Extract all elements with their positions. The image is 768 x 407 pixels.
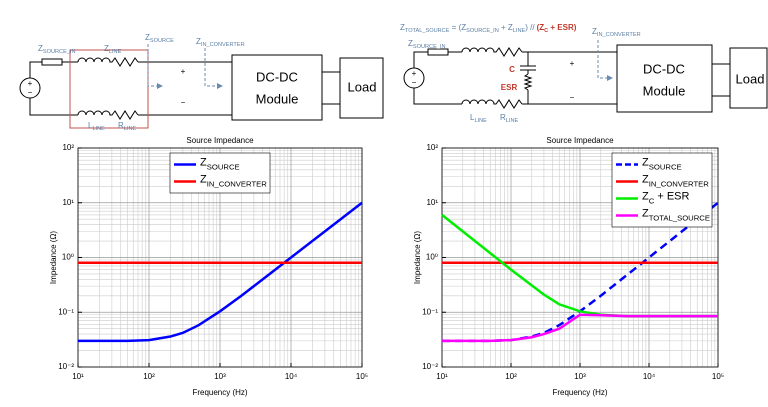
legend <box>169 152 271 194</box>
x-axis-label: Frequency (Hz) <box>552 388 607 397</box>
label: − <box>181 98 186 107</box>
label: + <box>570 59 575 68</box>
x-tick-label: 10³ <box>574 372 586 381</box>
y-axis-label: Impedance (Ω) <box>413 231 422 284</box>
left-circuit: ZSOURCE_IN ZLINE ZSOURCE ZIN_CONVERTER +… <box>19 33 384 132</box>
y-tick-label: 10⁰ <box>426 253 438 262</box>
label: LLINE <box>88 121 105 132</box>
chart-title: Source Impedance <box>546 136 614 145</box>
series-line <box>78 201 363 343</box>
label: ZSOURCE_IN <box>408 39 446 50</box>
right-circuit: ZTOTAL_SOURCE = (ZSOURCE_IN + ZLINE) // … <box>400 23 768 124</box>
label: + <box>412 69 417 78</box>
label: ZLINE <box>104 44 122 55</box>
plot-frame <box>441 147 719 368</box>
x-tick-label: 10⁵ <box>356 372 368 381</box>
plot-frame <box>77 147 363 368</box>
formula: ZTOTAL_SOURCE = (ZSOURCE_IN + ZLINE) // <box>400 23 535 34</box>
label: LLINE <box>470 113 487 124</box>
x-axis-label: Frequency (Hz) <box>192 388 247 397</box>
y-tick-label: 10⁻² <box>58 362 74 371</box>
x-tick-label: 10¹ <box>436 372 448 381</box>
x-tick-label: 10⁴ <box>285 372 298 381</box>
x-tick-label: 10² <box>143 372 155 381</box>
label: − <box>412 78 417 87</box>
label: ZSOURCE <box>145 33 174 44</box>
series-line <box>442 201 719 343</box>
series-line <box>442 313 718 343</box>
label: + <box>181 67 186 76</box>
label: RLINE <box>118 121 136 132</box>
x-tick-label: 10¹ <box>72 372 84 381</box>
y-tick-label: 10² <box>426 143 438 152</box>
label: ZIN_CONVERTER <box>592 27 641 38</box>
label: C <box>509 65 515 74</box>
y-tick-label: 10¹ <box>62 198 74 207</box>
label: ESR <box>501 83 518 92</box>
x-tick-label: 10⁵ <box>712 372 724 381</box>
label: − <box>570 93 575 102</box>
label: RLINE <box>500 113 518 124</box>
label: DC-DC <box>256 69 298 84</box>
x-tick-label: 10² <box>505 372 517 381</box>
label: − <box>28 88 33 97</box>
chart-title: Source Impedance <box>186 136 254 145</box>
label: + <box>28 79 33 88</box>
label: Module <box>643 83 686 98</box>
x-tick-label: 10⁴ <box>643 372 656 381</box>
y-axis-label: Impedance (Ω) <box>49 231 58 284</box>
y-tick-label: 10⁰ <box>62 253 74 262</box>
label: ZIN_CONVERTER <box>196 37 245 48</box>
label: DC-DC <box>643 61 685 76</box>
label: Module <box>256 91 299 106</box>
label: Load <box>348 79 377 94</box>
y-tick-label: 10⁻¹ <box>58 307 74 316</box>
legend-label: ZC + ESR <box>642 190 690 205</box>
y-tick-label: 10² <box>62 143 74 152</box>
y-tick-label: 10¹ <box>426 198 438 207</box>
y-tick-label: 10⁻¹ <box>422 307 438 316</box>
label: ZSOURCE_IN <box>38 44 76 55</box>
label: Load <box>736 71 765 86</box>
y-tick-label: 10⁻² <box>422 362 438 371</box>
x-tick-label: 10³ <box>214 372 226 381</box>
formula-highlight: (ZC + ESR) <box>537 23 577 34</box>
